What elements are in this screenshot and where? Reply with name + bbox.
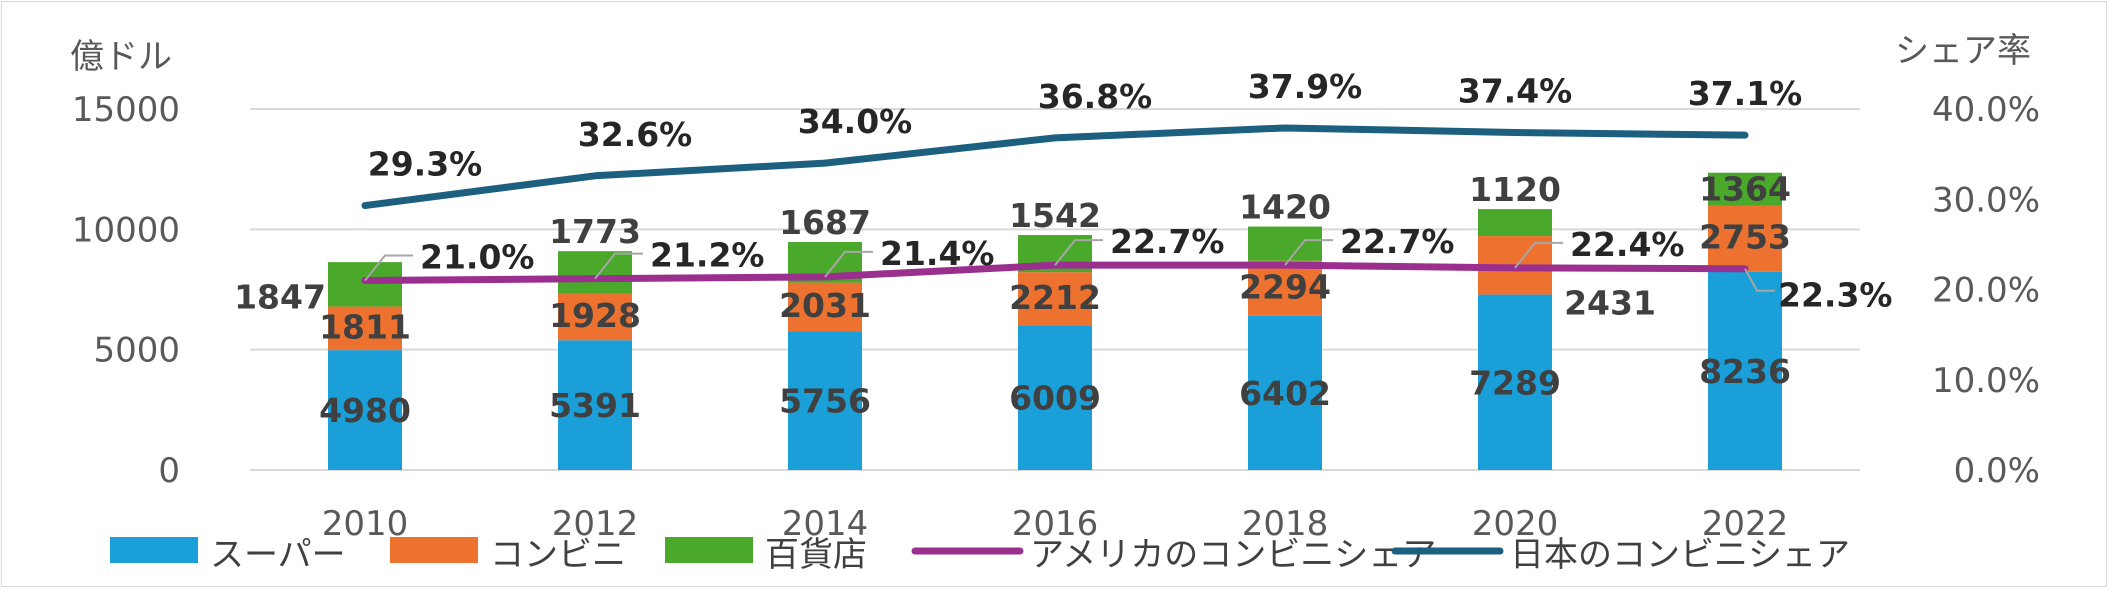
share-label: 22.7% <box>1340 222 1455 261</box>
y2-tick-label: 0.0% <box>1954 451 2040 491</box>
legend-label: 日本のコンビニシェア <box>1510 535 1850 575</box>
bar-segment <box>328 350 402 470</box>
data-label: 4980 <box>319 391 411 430</box>
share-label: 36.8% <box>1038 77 1153 116</box>
x-tick-label: 2012 <box>552 504 639 544</box>
bar-segment <box>328 262 402 307</box>
legend-label: スーパー <box>210 535 346 575</box>
data-label: 2294 <box>1239 267 1331 306</box>
share-label: 21.2% <box>650 236 765 275</box>
legend-label: アメリカのコンビニシェア <box>1030 535 1436 575</box>
data-label: 1773 <box>549 212 641 251</box>
data-label: 5391 <box>549 386 641 425</box>
leader-line <box>1514 241 1563 269</box>
y2-axis-title: シェア率 <box>1895 31 2031 71</box>
bar-segment <box>1478 294 1552 470</box>
y-tick-label: 10000 <box>72 210 180 250</box>
x-tick-label: 2014 <box>782 504 869 544</box>
share-label: 37.1% <box>1688 74 1803 113</box>
y-tick-label: 15000 <box>72 90 180 130</box>
share-label: 37.9% <box>1248 67 1363 106</box>
bar-segment <box>1708 271 1782 470</box>
legend-label: コンビニ <box>490 535 626 575</box>
share-label: 22.3% <box>1778 276 1893 315</box>
bar-segment <box>328 306 402 351</box>
x-tick-label: 2020 <box>1472 504 1559 544</box>
data-label: 8236 <box>1699 352 1791 391</box>
share-label: 32.6% <box>578 115 693 154</box>
y2-tick-label: 40.0% <box>1932 90 2040 130</box>
data-label: 1928 <box>549 296 641 335</box>
data-label: 1120 <box>1469 170 1561 209</box>
bar-segment <box>558 251 632 294</box>
series-line <box>361 124 1749 210</box>
bar-segment <box>558 293 632 341</box>
leader-line <box>1744 268 1775 292</box>
data-label: 5756 <box>779 382 871 421</box>
bar-segment <box>1248 315 1322 470</box>
leader-line <box>1284 239 1333 266</box>
bar-segment <box>1708 172 1782 206</box>
data-label: 2031 <box>779 286 871 325</box>
y-tick-label: 5000 <box>93 331 180 371</box>
y-axis-title: 億ドル <box>70 37 172 77</box>
y2-tick-label: 20.0% <box>1932 271 2040 311</box>
y2-tick-label: 30.0% <box>1932 180 2040 220</box>
data-label: 6009 <box>1009 379 1101 418</box>
share-label: 29.3% <box>368 145 483 184</box>
data-label: 1687 <box>779 203 871 242</box>
data-label: 1811 <box>319 307 411 346</box>
data-label: 7289 <box>1469 363 1561 402</box>
x-tick-label: 2016 <box>1012 504 1099 544</box>
bar-segment <box>1248 260 1322 316</box>
x-tick-label: 2022 <box>1702 504 1789 544</box>
share-label: 34.0% <box>798 102 913 141</box>
share-label: 22.4% <box>1570 225 1685 264</box>
bar-segment <box>1708 205 1782 272</box>
legend-swatch <box>665 537 753 563</box>
bar-segment <box>1018 272 1092 326</box>
data-label: 2431 <box>1564 284 1656 323</box>
share-label: 22.7% <box>1110 222 1225 261</box>
data-label: 1847 <box>234 277 326 316</box>
bar-segment <box>1018 325 1092 470</box>
leader-line <box>594 252 643 280</box>
leader-line <box>824 250 873 278</box>
data-label: 2753 <box>1699 218 1791 257</box>
data-label: 2212 <box>1009 278 1101 317</box>
bar-segment <box>1478 209 1552 237</box>
legend-swatch <box>390 537 478 563</box>
bar-segment <box>558 340 632 470</box>
leader-line <box>364 254 413 282</box>
data-label: 1364 <box>1699 170 1791 209</box>
bar-segment <box>1248 226 1322 261</box>
legend-label: 百貨店 <box>765 535 867 575</box>
share-label: 21.4% <box>880 234 995 273</box>
leader-line <box>1054 239 1103 266</box>
bar-segment <box>788 282 862 332</box>
share-label: 21.0% <box>420 237 535 276</box>
x-tick-label: 2018 <box>1242 504 1329 544</box>
legend-swatch <box>110 537 198 563</box>
data-label: 6402 <box>1239 374 1331 413</box>
data-label: 1420 <box>1239 188 1331 227</box>
y2-tick-label: 10.0% <box>1932 361 2040 401</box>
share-label: 37.4% <box>1458 71 1573 110</box>
bar-segment <box>788 331 862 470</box>
y-tick-label: 0 <box>158 451 180 491</box>
data-label: 1542 <box>1009 196 1101 235</box>
